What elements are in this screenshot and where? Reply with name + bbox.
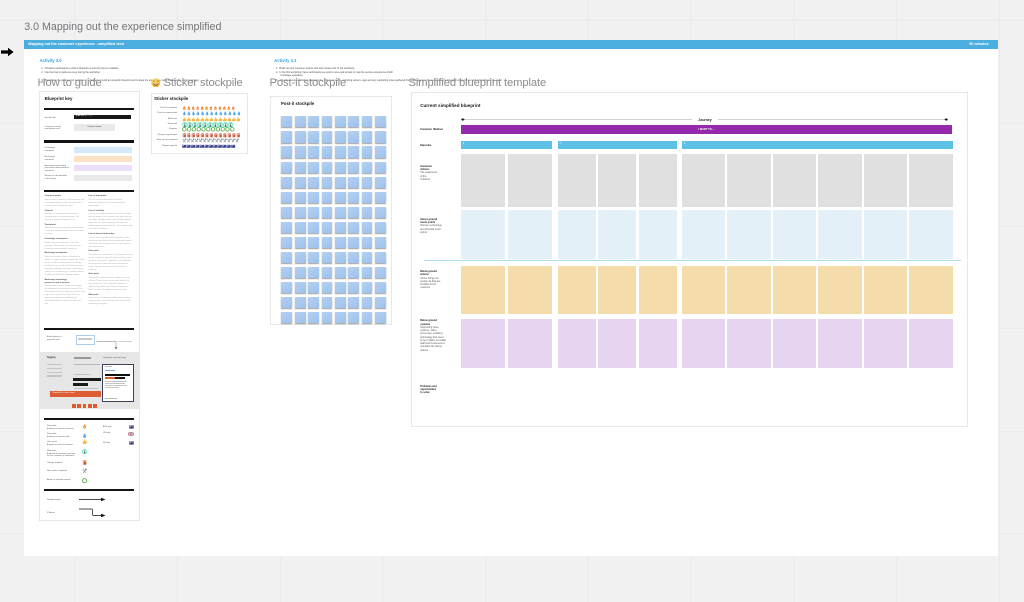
svg-text:Journey: Journey: [698, 118, 711, 122]
